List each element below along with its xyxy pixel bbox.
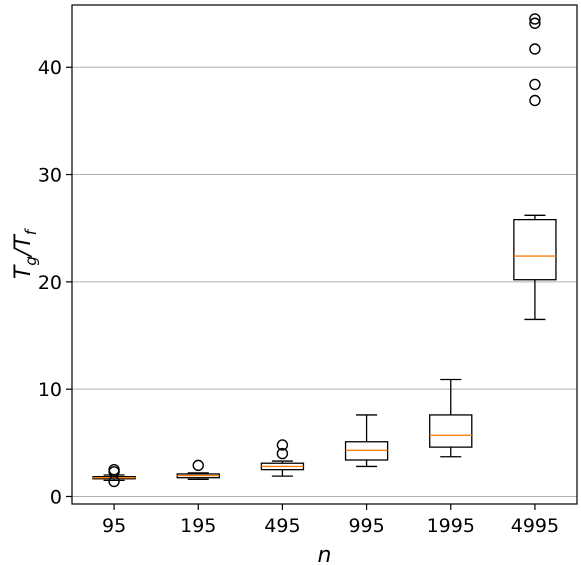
y-axis-label: Tg/Tf [11,227,40,279]
x-tick-label: 195 [180,515,216,537]
outlier-point [529,13,541,25]
y-axis-ticks: 0 10 20 30 40 [38,57,72,508]
outlier-point [276,439,289,451]
outlier-point [529,17,541,29]
x-axis-label: n [318,543,332,565]
outlier-point [108,463,120,476]
box-group [176,459,220,480]
outlier-point [192,459,204,472]
box-body [429,414,473,448]
x-axis-ticks: 95 195 495 995 1995 4995 [102,504,559,537]
x-tick-label: 995 [348,515,384,537]
outlier-point [529,43,541,55]
box-group [92,463,136,488]
y-tick-label: 30 [38,165,62,187]
y-axis-label-slash: / [11,246,36,258]
y-axis-label-main: T [11,264,36,279]
box-body [513,218,557,281]
grid-lines [72,66,577,497]
y-tick-label: 40 [38,57,62,79]
box-group [260,439,305,477]
y-tick-label: 10 [38,379,62,401]
y-axis-label-sub1: g [22,256,40,266]
x-tick-label: 1995 [427,515,475,537]
box-group [513,13,557,321]
outlier-point [276,447,289,460]
y-axis-label-main-2: T [11,234,36,249]
y-axis-label-sub2: f [22,227,40,235]
outlier-point [529,94,541,107]
y-tick-label: 0 [50,486,62,508]
box-series [92,13,557,488]
x-tick-label: 495 [264,515,300,537]
outlier-point [529,78,541,91]
plot-frame [71,4,578,505]
x-tick-label: 4995 [511,515,559,537]
x-tick-label: 95 [102,515,126,537]
box-group [344,414,389,468]
box-group [429,378,473,458]
y-tick-label: 20 [38,272,62,294]
